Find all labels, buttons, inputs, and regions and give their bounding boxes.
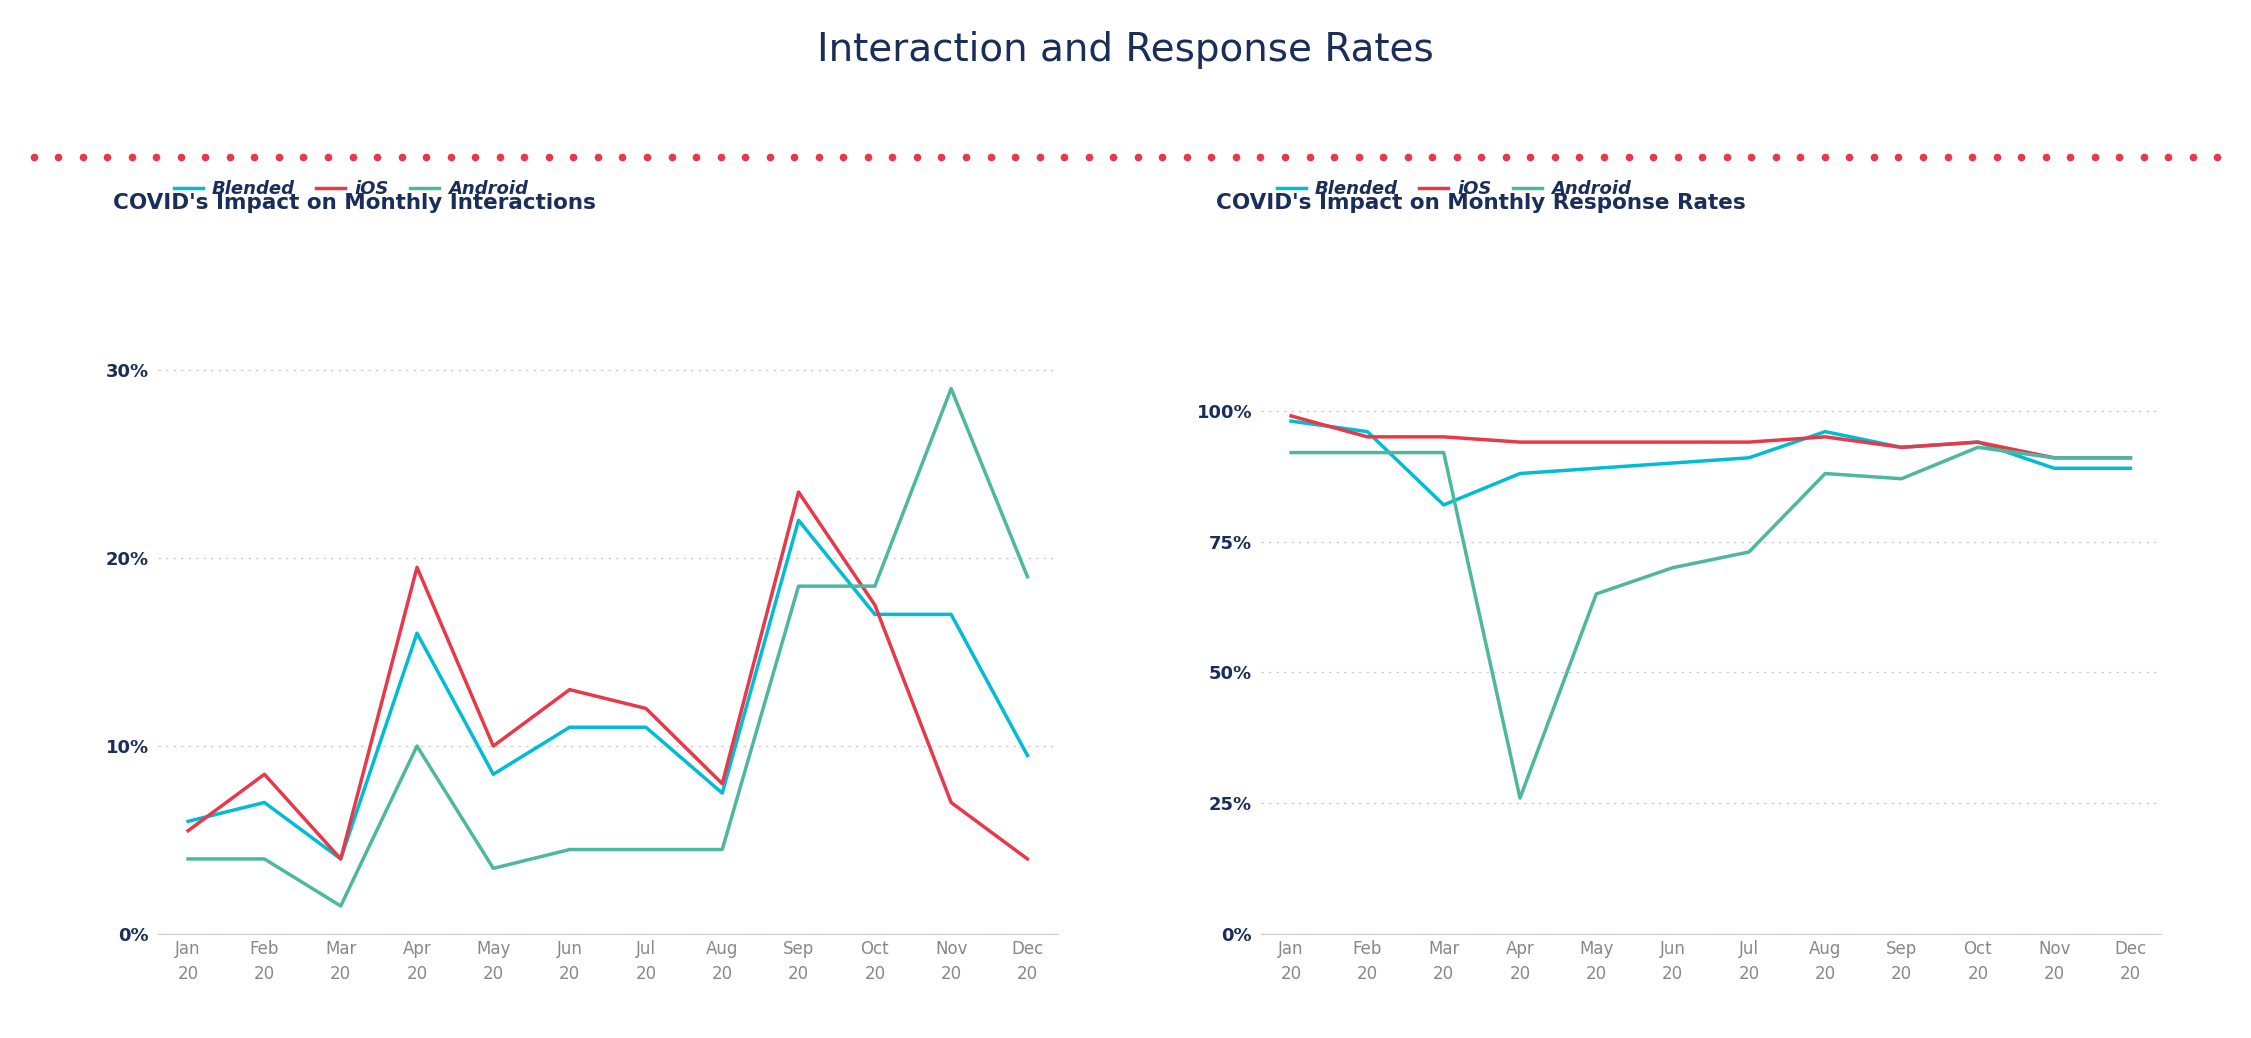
Text: Interaction and Response Rates: Interaction and Response Rates <box>817 31 1434 70</box>
Legend: Blended, iOS, Android: Blended, iOS, Android <box>167 172 536 206</box>
Legend: Blended, iOS, Android: Blended, iOS, Android <box>1270 172 1639 206</box>
Text: COVID's Impact on Monthly Interactions: COVID's Impact on Monthly Interactions <box>113 193 597 213</box>
Text: COVID's Impact on Monthly Response Rates: COVID's Impact on Monthly Response Rates <box>1216 193 1745 213</box>
